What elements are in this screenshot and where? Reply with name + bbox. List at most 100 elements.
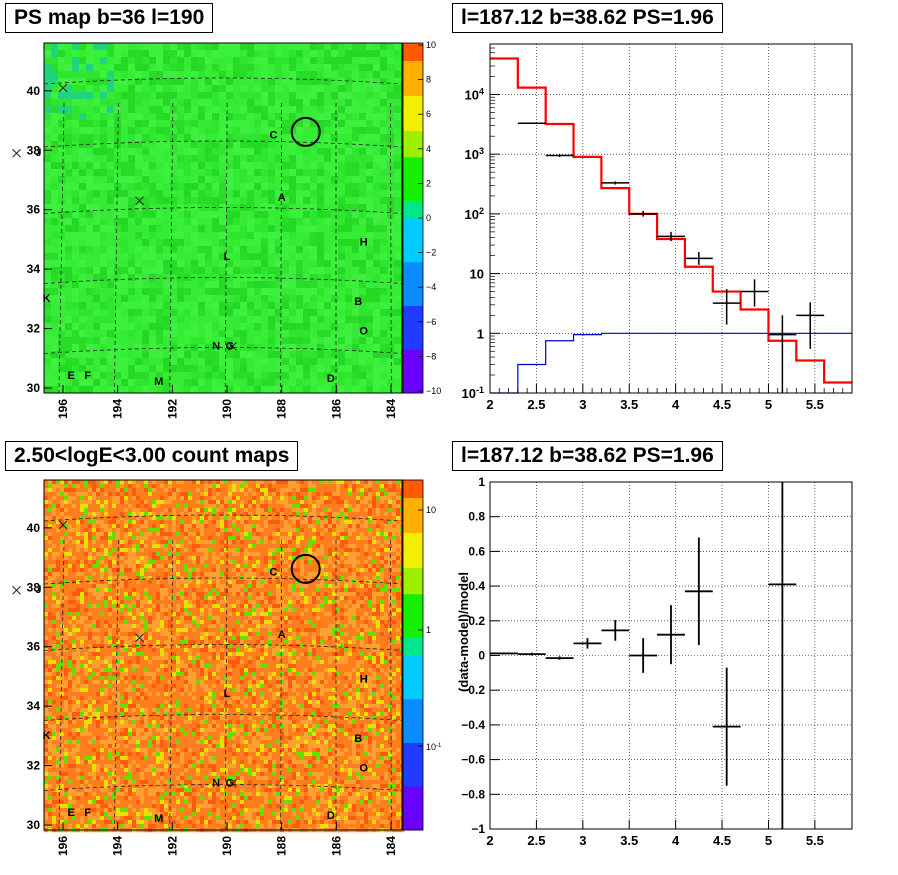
count_map-pixel — [312, 496, 317, 501]
count_map-pixel — [284, 548, 289, 553]
ps_map-pixel — [114, 99, 122, 107]
count_map-pixel — [376, 564, 381, 569]
colorbar-cell — [403, 130, 423, 140]
ps_map-pixel — [107, 323, 115, 331]
ps_map-pixel — [177, 57, 185, 65]
count_map-pixel — [132, 544, 137, 549]
ps_map-pixel — [198, 141, 206, 149]
ps_map-pixel — [366, 127, 374, 135]
ps_map-pixel — [198, 134, 206, 142]
ps_map-pixel — [44, 309, 52, 317]
ps_map-pixel — [282, 274, 290, 282]
ps_map-pixel — [93, 337, 101, 345]
count_map-pixel — [180, 484, 185, 489]
count_map-pixel — [288, 516, 293, 521]
ps_map-pixel — [163, 183, 171, 191]
ps_map-pixel — [149, 316, 157, 324]
ps_map-pixel — [233, 372, 241, 380]
ps_map-pixel — [79, 288, 87, 296]
count_map-pixel — [104, 524, 109, 529]
ps_map-pixel — [282, 85, 290, 93]
count_map-pixel — [88, 480, 93, 485]
count_map-pixel — [360, 548, 365, 553]
count_map-pixel — [112, 520, 117, 525]
ps_map-pixel — [198, 253, 206, 261]
count_map-pixel — [200, 508, 205, 513]
ps_map-pixel — [268, 246, 276, 254]
ps_map-pixel — [107, 120, 115, 128]
ps_map-pixel — [142, 211, 150, 219]
ps_map-pixel — [93, 386, 101, 394]
ps_map-pixel — [142, 99, 150, 107]
ps_map-pixel — [317, 50, 325, 58]
ps_map-pixel — [58, 57, 66, 65]
count_map-pixel — [244, 532, 249, 537]
ps_map-pixel — [51, 365, 59, 373]
ps_map-pixel — [100, 281, 108, 289]
ps_map-pixel — [149, 64, 157, 72]
ps_map-pixel — [394, 358, 402, 366]
count_map-pixel — [52, 500, 57, 505]
count_map-pixel — [64, 508, 69, 513]
count_map-pixel — [308, 524, 313, 529]
count_map-pixel — [268, 540, 273, 545]
ps_map-pixel — [247, 260, 255, 268]
count_map-pixel — [216, 560, 221, 565]
ps_map-pixel — [58, 323, 66, 331]
ps_map-pixel — [359, 309, 367, 317]
colorbar-label: −6 — [426, 317, 436, 327]
count_map-pixel — [384, 492, 389, 497]
count_map-pixel — [76, 488, 81, 493]
ps_map-pixel — [163, 358, 171, 366]
ps_map-pixel — [107, 43, 115, 51]
count_map-pixel — [296, 568, 301, 573]
source-label-F: F — [84, 370, 91, 382]
count_map-pixel — [144, 524, 149, 529]
ps_map-pixel — [51, 330, 59, 338]
ps_map-pixel — [373, 218, 381, 226]
ps_map-pixel — [394, 323, 402, 331]
ps_map-pixel — [317, 162, 325, 170]
ps_map-pixel — [296, 344, 304, 352]
ps_map-pixel — [310, 92, 318, 100]
count_map-pixel — [324, 536, 329, 541]
ps_map-pixel — [205, 232, 213, 240]
count_map-pixel — [64, 576, 69, 581]
ps_map-pixel — [212, 92, 220, 100]
count_map-pixel — [160, 488, 165, 493]
ps_map-pixel — [289, 281, 297, 289]
ps_map-pixel — [324, 183, 332, 191]
ps_map-pixel — [261, 288, 269, 296]
ps_map-pixel — [247, 141, 255, 149]
ps_map-pixel — [156, 323, 164, 331]
ps_map-pixel — [359, 358, 367, 366]
count_map-pixel — [148, 560, 153, 565]
count_map-pixel — [288, 552, 293, 557]
count_map-pixel — [276, 520, 281, 525]
count_map-pixel — [368, 552, 373, 557]
ps_map-pixel — [135, 260, 143, 268]
count_map-pixel — [276, 576, 281, 581]
ps_map-pixel — [324, 162, 332, 170]
ps_map-pixel — [44, 155, 52, 163]
count_map-pixel — [368, 532, 373, 537]
count_map-pixel — [300, 552, 305, 557]
count_map-pixel — [48, 556, 53, 561]
ps_map-pixel — [261, 239, 269, 247]
count_map-pixel — [360, 556, 365, 561]
count_map-pixel — [352, 532, 357, 537]
ps_map-pixel — [149, 239, 157, 247]
ps_map-pixel — [282, 295, 290, 303]
count_map-pixel — [76, 576, 81, 581]
ps_map-pixel — [191, 190, 199, 198]
ps_map-pixel — [72, 386, 80, 394]
ps_map-pixel — [317, 344, 325, 352]
ps_map-pixel — [226, 148, 234, 156]
count_map-pixel — [204, 552, 209, 557]
count_map-pixel — [152, 572, 157, 577]
ps_map-pixel — [254, 225, 262, 233]
ps_map-pixel — [261, 169, 269, 177]
count_map-pixel — [68, 524, 73, 529]
ps_map-pixel — [324, 176, 332, 184]
count_map-pixel — [392, 528, 397, 533]
